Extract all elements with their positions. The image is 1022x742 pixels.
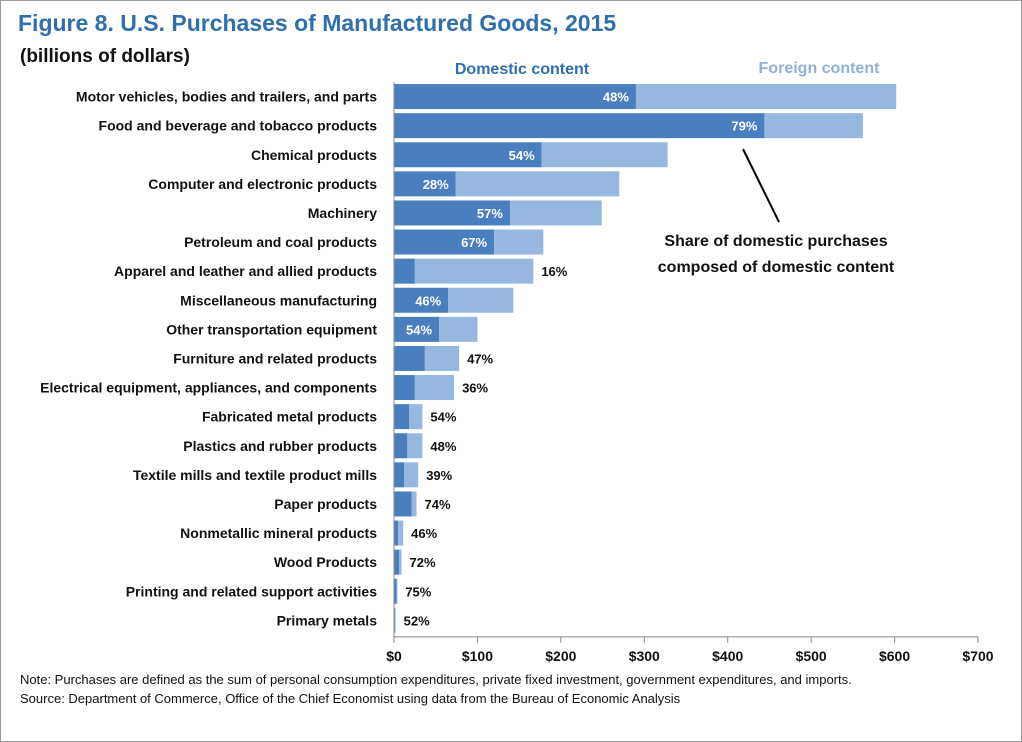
share-label: 79% — [731, 119, 757, 134]
bar-foreign — [424, 345, 460, 371]
category-label: Paper products — [274, 496, 377, 512]
share-label: 39% — [426, 468, 452, 483]
legend-domestic: Domestic content — [455, 61, 590, 78]
share-label: 46% — [411, 526, 437, 541]
bar-foreign — [509, 200, 602, 226]
footnote-source: Source: Department of Commerce, Office o… — [20, 691, 681, 706]
share-label: 54% — [406, 322, 432, 337]
bar-foreign — [764, 113, 863, 139]
share-label: 46% — [415, 293, 441, 308]
x-axis: $0 $100 $200 $300 $400 $500 $600 $700 — [386, 82, 994, 664]
category-label: Electrical equipment, appliances, and co… — [40, 380, 377, 396]
x-tick-label: $600 — [879, 648, 910, 664]
category-label: Petroleum and coal products — [184, 234, 377, 250]
share-label: 72% — [410, 555, 436, 570]
bar-foreign — [455, 171, 620, 197]
category-label: Nonmetallic mineral products — [180, 525, 377, 541]
x-tick-label: $300 — [629, 648, 660, 664]
category-label: Wood Products — [274, 554, 377, 570]
bar-foreign — [448, 287, 514, 313]
category-label: Chemical products — [251, 147, 377, 163]
bar-foreign — [409, 404, 423, 430]
category-label: Motor vehicles, bodies and trailers, and… — [76, 89, 377, 105]
bar-domestic — [394, 287, 449, 313]
bar-domestic — [394, 113, 765, 139]
bars-layer: 48% 79% 54% 28% 57% 67% 16% 46% 54% 47% 36% 54% 48% 3… — [394, 84, 897, 633]
category-label: Furniture and related products — [173, 350, 377, 366]
bar-domestic — [394, 142, 542, 168]
annotation-arrow — [742, 148, 780, 223]
footnote-note: Note: Purchases are defined as the sum o… — [20, 672, 852, 687]
category-label: Fabricated metal products — [202, 409, 377, 425]
x-tick-label: $200 — [545, 648, 576, 664]
bar-foreign — [541, 142, 668, 168]
share-label: 16% — [541, 264, 567, 279]
share-label: 48% — [430, 439, 456, 454]
share-label: 54% — [430, 410, 456, 425]
x-tick-label: $500 — [796, 648, 827, 664]
bar-foreign — [414, 375, 455, 401]
category-labels: Motor vehicles, bodies and trailers, and… — [40, 89, 377, 629]
category-label: Apparel and leather and allied products — [114, 263, 377, 279]
bar-foreign — [398, 520, 404, 546]
bar-domestic — [394, 462, 405, 488]
bar-domestic — [394, 316, 440, 342]
x-tick-label: $0 — [386, 648, 402, 664]
bar-foreign — [404, 462, 419, 488]
bar-foreign — [399, 549, 402, 575]
share-label: 54% — [509, 148, 535, 163]
bar-foreign — [407, 433, 423, 459]
bar-foreign — [411, 491, 417, 517]
category-label: Food and beverage and tobacco products — [99, 118, 378, 134]
bar-domestic — [394, 491, 412, 517]
x-tick-label: $700 — [962, 648, 993, 664]
legend-foreign: Foreign content — [759, 60, 881, 77]
bar-foreign — [414, 258, 534, 284]
bar-domestic — [394, 404, 410, 430]
category-label: Textile mills and textile product mills — [133, 467, 377, 483]
x-tick-label: $400 — [712, 648, 743, 664]
bar-domestic — [394, 578, 397, 604]
bar-domestic — [394, 200, 510, 226]
share-label: 52% — [404, 613, 430, 628]
annotation-line1: Share of domestic purchases — [664, 233, 887, 250]
share-label: 67% — [461, 235, 487, 250]
category-label: Primary metals — [277, 612, 378, 628]
category-label: Computer and electronic products — [148, 176, 377, 192]
bar-domestic — [394, 345, 425, 371]
footnote: Note: Purchases are defined as the sum o… — [20, 670, 852, 708]
x-tick-label: $100 — [462, 648, 493, 664]
category-label: Plastics and rubber products — [183, 438, 377, 454]
chart-title: Figure 8. U.S. Purchases of Manufactured… — [18, 10, 617, 36]
share-label: 36% — [462, 381, 488, 396]
bar-foreign — [396, 578, 398, 604]
bar-foreign — [494, 229, 544, 255]
annotation-line2: composed of domestic content — [658, 259, 895, 276]
bar-domestic — [394, 84, 636, 110]
bar-domestic — [394, 229, 495, 255]
category-label: Other transportation equipment — [166, 321, 377, 337]
bar-domestic — [394, 549, 400, 575]
bar-foreign — [635, 84, 897, 110]
category-label: Machinery — [308, 205, 377, 221]
share-label: 75% — [405, 584, 431, 599]
bar-domestic — [394, 520, 399, 546]
bar-domestic — [394, 433, 408, 459]
bar-foreign — [439, 316, 478, 342]
bar-domestic — [394, 375, 415, 401]
share-label: 57% — [477, 206, 503, 221]
bar-domestic — [394, 258, 415, 284]
category-label: Miscellaneous manufacturing — [180, 292, 377, 308]
share-label: 28% — [423, 177, 449, 192]
bar-foreign — [394, 607, 396, 633]
share-label: 74% — [425, 497, 451, 512]
share-label: 47% — [467, 351, 493, 366]
share-label: 48% — [603, 90, 629, 105]
bar-domestic — [394, 171, 456, 197]
chart-subtitle: (billions of dollars) — [20, 46, 190, 67]
category-label: Printing and related support activities — [126, 583, 377, 599]
